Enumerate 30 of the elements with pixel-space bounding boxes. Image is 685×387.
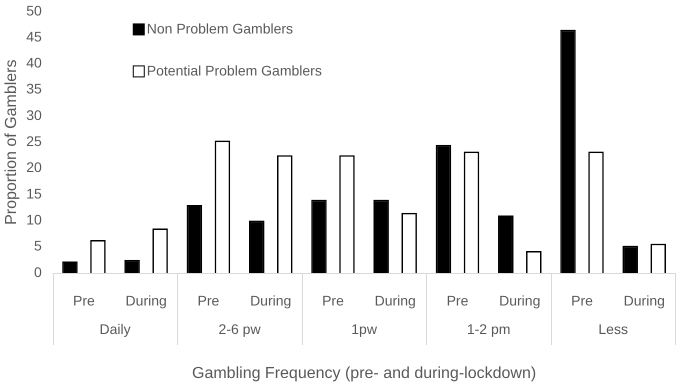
x-tick-label: Pre — [322, 292, 344, 308]
x-tick-label: Pre — [571, 292, 594, 308]
text: Daily — [99, 320, 131, 337]
x-tick-label: Pre — [446, 292, 469, 308]
y-tick-label: 5 — [34, 238, 42, 254]
x-tick-label: During — [624, 292, 665, 308]
text: 2-6 pw — [218, 320, 262, 337]
text: Less — [598, 320, 628, 337]
y-tick-label: 50 — [26, 2, 42, 18]
y-tick-label: 25 — [26, 133, 42, 150]
y-tick-label: 40 — [26, 54, 42, 71]
x-tick-label: During — [499, 292, 540, 308]
y-tick-label: 0 — [34, 264, 42, 280]
y-tick-label: 30 — [26, 106, 42, 123]
y-tick-label: 45 — [26, 28, 42, 44]
text: 1pw — [351, 320, 378, 337]
legend-label: Potential Problem Gamblers — [146, 62, 322, 78]
x-tick-label: During — [374, 292, 416, 308]
x-tick-label: Pre — [198, 292, 220, 308]
x-axis-title: Gambling Frequency (pre- and during-lockdown) — [192, 364, 536, 382]
x-tick-label: During — [126, 292, 167, 308]
y-tick-label: 35 — [26, 80, 42, 97]
text: 1-2 pm — [466, 320, 510, 337]
x-tick-label: Pre — [73, 292, 96, 308]
x-tick-label: During — [250, 292, 292, 308]
y-tick-label: 15 — [26, 185, 42, 202]
y-tick-label: 10 — [26, 212, 42, 228]
y-axis-title: Proportion of Gamblers — [3, 59, 20, 225]
legend-label: Non Problem Gamblers — [146, 20, 294, 36]
y-tick-label: 20 — [26, 159, 42, 176]
